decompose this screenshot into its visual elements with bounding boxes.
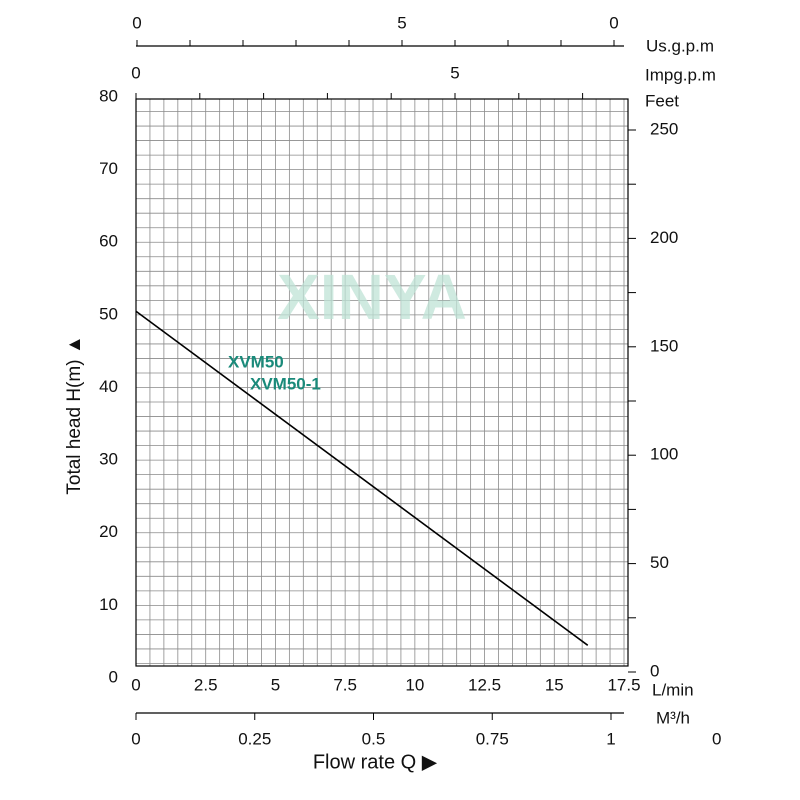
x-tick-label: 2.5	[194, 675, 218, 694]
m3h-unit: M³/h	[656, 708, 690, 727]
usgpm-tick-label: 0	[609, 13, 618, 32]
m3h-tick-label: 0.75	[476, 729, 509, 748]
x-tick-label: 15	[545, 675, 564, 694]
y2-tick-label: 150	[650, 336, 678, 355]
impgpm-tick-label: 0	[131, 63, 140, 82]
y-tick-label: 0	[109, 667, 118, 686]
legend-label: XVM50	[228, 352, 284, 371]
usgpm-tick-label: 0	[132, 13, 141, 32]
y-tick-label: 30	[99, 450, 118, 469]
y2-tick-label: 250	[650, 119, 678, 138]
y2-tick-label: 0	[650, 661, 659, 680]
y-axis-title: Total head H(m) ▲	[64, 335, 85, 494]
m3h-tick-label: 0.25	[238, 729, 271, 748]
impgpm-unit: Impg.p.m	[645, 65, 716, 84]
y-tick-label: 80	[99, 86, 118, 105]
watermark: XINYA	[277, 261, 467, 333]
m3h-extra-label: 0	[712, 729, 721, 748]
y2-unit: Feet	[645, 91, 679, 110]
usgpm-unit: Us.g.p.m	[646, 36, 714, 55]
y-tick-label: 60	[99, 232, 118, 251]
x-unit: L/min	[652, 680, 694, 699]
y-tick-label: 70	[99, 159, 118, 178]
legend-label: XVM50-1	[250, 374, 321, 393]
x-tick-label: 10	[405, 675, 424, 694]
y2-tick-label: 200	[650, 228, 678, 247]
y2-tick-label: 50	[650, 553, 669, 572]
y-tick-label: 50	[99, 304, 118, 323]
curve	[135, 310, 589, 646]
x-tick-label: 0	[131, 675, 140, 694]
x-tick-label: 17.5	[607, 675, 640, 694]
m3h-tick-label: 1	[606, 729, 615, 748]
x-tick-label: 5	[271, 675, 280, 694]
x-tick-label: 7.5	[333, 675, 357, 694]
m3h-tick-label: 0	[131, 729, 140, 748]
y-tick-label: 20	[99, 522, 118, 541]
plot-area	[136, 99, 628, 666]
y-tick-label: 40	[99, 377, 118, 396]
x-tick-label: 12.5	[468, 675, 501, 694]
m3h-tick-label: 0.5	[362, 729, 386, 748]
plot-border	[135, 98, 629, 667]
impgpm-tick-label: 5	[450, 63, 459, 82]
usgpm-tick-label: 5	[397, 13, 406, 32]
y2-tick-label: 100	[650, 445, 678, 464]
x-axis-title: Flow rate Q ▶	[313, 751, 438, 773]
y-tick-label: 10	[99, 595, 118, 614]
